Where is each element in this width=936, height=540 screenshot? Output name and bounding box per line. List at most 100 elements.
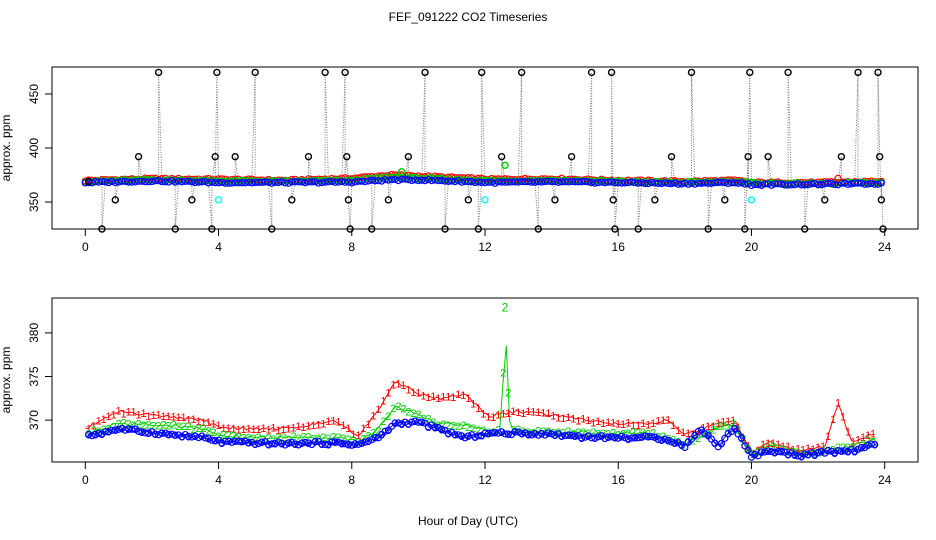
bottom-point-series-3 bbox=[464, 432, 472, 440]
bottom-marker-series-1: 1 bbox=[310, 420, 316, 432]
bottom-marker-series-1: 1 bbox=[760, 439, 766, 451]
top-point-series-3 bbox=[281, 179, 289, 187]
bottom-point-series-3 bbox=[164, 430, 173, 438]
bottom-marker-series-1: 1 bbox=[450, 392, 456, 404]
bottom-marker-series-1: 1 bbox=[620, 419, 626, 431]
top-point-series-3 bbox=[321, 178, 329, 186]
top-calibration-point bbox=[721, 196, 729, 204]
bottom-marker-series-3: 3 bbox=[599, 431, 605, 443]
bottom-marker-series-2: 2 bbox=[390, 403, 396, 415]
bottom-marker-series-1: 1 bbox=[780, 441, 786, 453]
bottom-marker-series-1: 1 bbox=[785, 441, 791, 453]
bottom-marker-series-2: 2 bbox=[395, 401, 401, 413]
bottom-point-series-3 bbox=[101, 428, 109, 436]
bottom-marker-series-1: 1 bbox=[295, 421, 301, 433]
top-point-series-3 bbox=[344, 178, 353, 186]
bottom-marker-series-2: 2 bbox=[502, 300, 509, 314]
bottom-point-series-3 bbox=[411, 417, 419, 425]
bottom-marker-series-2: 2 bbox=[680, 440, 686, 452]
top-calibration-point bbox=[188, 196, 196, 204]
top-point-series-3 bbox=[764, 180, 772, 188]
bottom-point-series-3 bbox=[228, 438, 236, 446]
top-point-series-3 bbox=[707, 179, 716, 187]
bottom-marker-series-3: 3 bbox=[798, 452, 804, 464]
bottom-marker-series-3: 3 bbox=[658, 435, 664, 447]
top-point-series-3 bbox=[518, 177, 526, 186]
bottom-marker-series-3: 3 bbox=[712, 438, 718, 450]
bottom-marker-series-1: 1 bbox=[715, 418, 721, 430]
bottom-point-series-3 bbox=[561, 431, 569, 440]
bottom-marker-series-1: 1 bbox=[630, 420, 636, 432]
top-calibration-point bbox=[111, 196, 119, 204]
top-point-series-3 bbox=[214, 179, 223, 187]
top-point-series-3 bbox=[468, 177, 476, 186]
top-calibration-point bbox=[343, 152, 351, 161]
bottom-marker-series-1: 1 bbox=[335, 416, 341, 428]
top-point-series-3 bbox=[551, 178, 559, 186]
bottom-marker-series-1: 1 bbox=[440, 391, 446, 403]
bottom-point-series-3 bbox=[334, 438, 343, 446]
top-point-series-3 bbox=[521, 178, 529, 186]
bottom-marker-series-1: 1 bbox=[605, 417, 611, 429]
top-point-series-3 bbox=[804, 181, 812, 189]
bottom-marker-series-2: 2 bbox=[146, 419, 152, 431]
bottom-marker-series-1: 1 bbox=[815, 442, 821, 454]
bottom-marker-series-1: 1 bbox=[106, 411, 112, 423]
bottom-marker-series-2: 2 bbox=[380, 416, 386, 428]
bottom-point-series-3 bbox=[288, 438, 296, 447]
bottom-marker-series-2: 2 bbox=[730, 418, 736, 430]
top-point-series-3 bbox=[861, 180, 869, 188]
top-calibration-point bbox=[784, 68, 792, 77]
bottom-marker-series-2: 2 bbox=[435, 420, 441, 432]
top-point-series-3 bbox=[827, 179, 836, 188]
bottom-point-series-3 bbox=[654, 435, 662, 444]
top-plot-frame bbox=[51, 66, 919, 230]
bottom-marker-series-1: 1 bbox=[500, 408, 506, 420]
top-point-series-3 bbox=[651, 179, 659, 187]
bottom-point-series-3 bbox=[824, 447, 832, 455]
bottom-marker-series-2: 2 bbox=[500, 368, 506, 380]
top-point-series-3 bbox=[647, 178, 656, 187]
top-point-series-3 bbox=[851, 179, 859, 187]
top-point-series-3 bbox=[877, 179, 885, 187]
bottom-marker-series-1: 1 bbox=[116, 406, 122, 418]
bottom-marker-series-2: 2 bbox=[335, 432, 341, 444]
bottom-marker-series-3: 3 bbox=[365, 436, 371, 448]
bottom-point-series-3 bbox=[488, 429, 496, 437]
top-point-series-3 bbox=[717, 178, 726, 186]
bottom-point-series-3 bbox=[304, 439, 313, 447]
bottom-marker-series-1: 1 bbox=[525, 406, 531, 418]
bottom-marker-series-3: 3 bbox=[485, 428, 491, 440]
top-point-series-3 bbox=[704, 179, 712, 187]
top-point-series-3 bbox=[221, 179, 229, 187]
bottom-marker-series-2: 2 bbox=[570, 429, 576, 441]
bottom-marker-series-1: 1 bbox=[260, 423, 266, 435]
bottom-marker-series-2: 2 bbox=[126, 419, 132, 431]
bottom-point-series-3 bbox=[331, 438, 339, 446]
bottom-marker-series-1: 1 bbox=[385, 388, 391, 400]
bottom-marker-series-1: 1 bbox=[725, 416, 731, 428]
bottom-marker-series-2: 2 bbox=[475, 425, 481, 437]
top-point-series-3 bbox=[141, 178, 149, 186]
bottom-marker-series-1: 1 bbox=[695, 426, 701, 438]
bottom-marker-series-3: 3 bbox=[465, 431, 471, 443]
top-point-series-3 bbox=[558, 178, 566, 186]
bottom-point-series-3 bbox=[351, 440, 359, 448]
top-point-series-3 bbox=[254, 178, 263, 186]
bottom-marker-series-1: 1 bbox=[205, 417, 211, 429]
bottom-marker-series-1: 1 bbox=[530, 407, 536, 419]
bottom-point-series-3 bbox=[138, 428, 146, 436]
top-point-series-3 bbox=[794, 180, 802, 188]
bottom-marker-series-1: 1 bbox=[425, 392, 431, 404]
bottom-point-series-3 bbox=[504, 430, 512, 438]
top-x-tick-label: 8 bbox=[348, 240, 355, 254]
bottom-point-series-3 bbox=[348, 441, 356, 449]
bottom-marker-series-1: 1 bbox=[480, 408, 486, 420]
top-point-series-3 bbox=[95, 178, 103, 186]
bottom-point-series-3 bbox=[321, 440, 329, 449]
top-point-series-3 bbox=[331, 178, 339, 186]
top-point-series-3 bbox=[101, 178, 109, 186]
top-point-series-2 bbox=[398, 168, 406, 176]
bottom-marker-series-2: 2 bbox=[510, 424, 516, 436]
top-point-series-3 bbox=[404, 176, 412, 184]
